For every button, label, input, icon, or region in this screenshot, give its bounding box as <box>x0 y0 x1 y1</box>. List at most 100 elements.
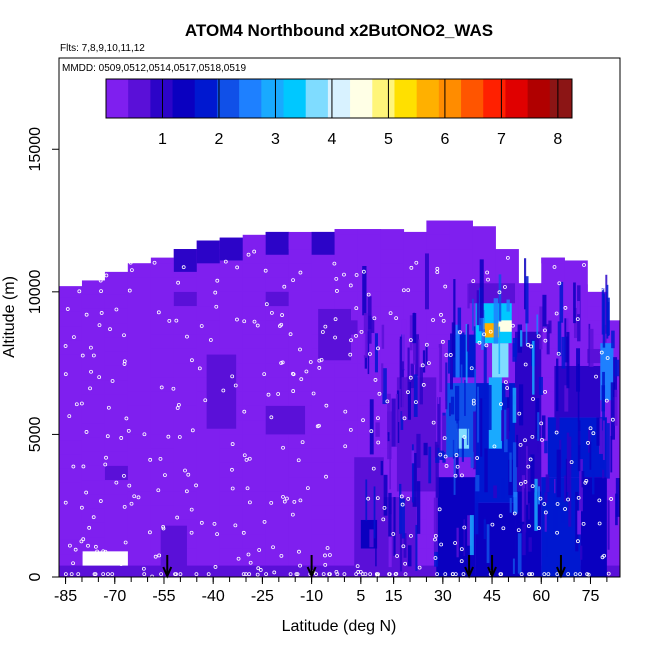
heatmap-streak <box>393 497 396 556</box>
heatmap-streak <box>564 475 567 502</box>
heatmap-streak <box>399 483 402 534</box>
sample-point <box>114 307 119 312</box>
heatmap-streak <box>611 330 615 349</box>
sample-point <box>197 366 202 371</box>
heatmap-streak <box>606 423 610 479</box>
sample-point <box>402 416 407 421</box>
sample-point <box>246 552 251 557</box>
sample-point <box>552 265 557 269</box>
sample-point <box>304 369 309 374</box>
heatmap-cell <box>518 291 542 307</box>
sample-point <box>73 547 78 552</box>
heatmap-streak <box>520 330 523 347</box>
sample-point <box>264 572 268 577</box>
heatmap-streak <box>449 402 451 417</box>
sample-point <box>153 554 158 559</box>
heatmap-streak <box>537 486 540 505</box>
heatmap-streak <box>524 488 527 533</box>
plot-frame <box>58 57 621 578</box>
sample-point <box>65 307 70 311</box>
sample-point <box>242 319 247 324</box>
sample-point <box>176 402 181 407</box>
sample-point <box>599 350 604 355</box>
heatmap-cell <box>380 291 405 307</box>
heatmap-cell <box>288 448 313 463</box>
sample-point <box>280 313 284 317</box>
sample-point <box>63 500 68 505</box>
sample-point <box>69 274 73 279</box>
heatmap-streak <box>369 399 374 455</box>
sample-point <box>136 495 141 500</box>
heatmap-streak <box>500 478 506 499</box>
heatmap-streak <box>453 457 456 495</box>
sample-point <box>174 318 179 323</box>
sample-point <box>269 500 274 505</box>
sample-point <box>358 569 363 574</box>
sample-point <box>363 572 368 577</box>
sample-point <box>101 549 106 554</box>
sample-point <box>252 249 257 254</box>
sample-point <box>355 564 360 568</box>
heatmap-streak <box>615 478 620 517</box>
heatmap-feature <box>206 354 237 429</box>
heatmap-streak <box>465 323 468 383</box>
heatmap-cell <box>104 480 129 495</box>
sample-point <box>236 556 241 561</box>
heatmap-streak <box>456 474 460 504</box>
x-axis-label: Latitude (deg N) <box>282 618 397 635</box>
sample-point <box>516 528 521 533</box>
heatmap-streak <box>473 411 477 470</box>
flight-arrow-head <box>464 566 475 579</box>
heatmap-streak <box>381 324 385 349</box>
heatmap-streak <box>389 438 391 490</box>
heatmap-cell <box>81 494 106 509</box>
heatmap-cell <box>380 249 405 264</box>
heatmap-cell <box>150 377 175 392</box>
heatmap-streak <box>451 322 456 358</box>
heatmap-cell <box>173 363 198 378</box>
heatmap-cell <box>242 420 267 435</box>
sample-point <box>356 570 361 574</box>
sample-point <box>281 445 285 450</box>
sample-point <box>354 306 359 310</box>
heatmap-streak <box>483 517 486 540</box>
heatmap-streak <box>461 496 466 524</box>
heatmap-cell <box>288 377 313 392</box>
sample-point <box>394 316 399 321</box>
heatmap-cell <box>242 277 267 292</box>
sample-point <box>505 256 510 260</box>
sample-point <box>156 310 161 315</box>
sample-point <box>257 548 262 552</box>
sample-point <box>221 388 226 393</box>
sample-point <box>235 265 240 270</box>
heatmap-streak <box>525 276 529 324</box>
sample-point <box>129 268 134 273</box>
heatmap-streak <box>505 380 510 398</box>
heatmap-streak <box>537 441 540 454</box>
x-tick-label: -40 <box>202 588 225 605</box>
colorbar-swatch <box>394 79 418 118</box>
heatmap-streak <box>419 367 423 405</box>
heatmap-streak <box>553 486 558 540</box>
heatmap-streak <box>577 510 581 535</box>
colorbar-tick-label: 1 <box>158 131 167 148</box>
sample-point <box>399 494 404 499</box>
heatmap-cell <box>81 423 106 438</box>
heatmap-cell <box>357 391 382 406</box>
sample-point <box>597 498 602 503</box>
heatmap-cell <box>311 434 336 449</box>
sample-point <box>98 278 103 283</box>
heatmap-streak <box>375 422 380 437</box>
heatmap-cell <box>104 465 129 481</box>
sample-point <box>91 515 96 520</box>
sample-point <box>333 335 337 340</box>
sample-point <box>554 311 559 316</box>
sample-point <box>373 378 378 382</box>
sample-point <box>376 346 380 351</box>
sample-point <box>361 418 365 423</box>
sample-point <box>213 565 218 569</box>
sample-point <box>152 260 157 265</box>
sample-point <box>74 402 79 407</box>
heatmap-cell <box>288 462 313 478</box>
sample-point <box>175 515 180 520</box>
